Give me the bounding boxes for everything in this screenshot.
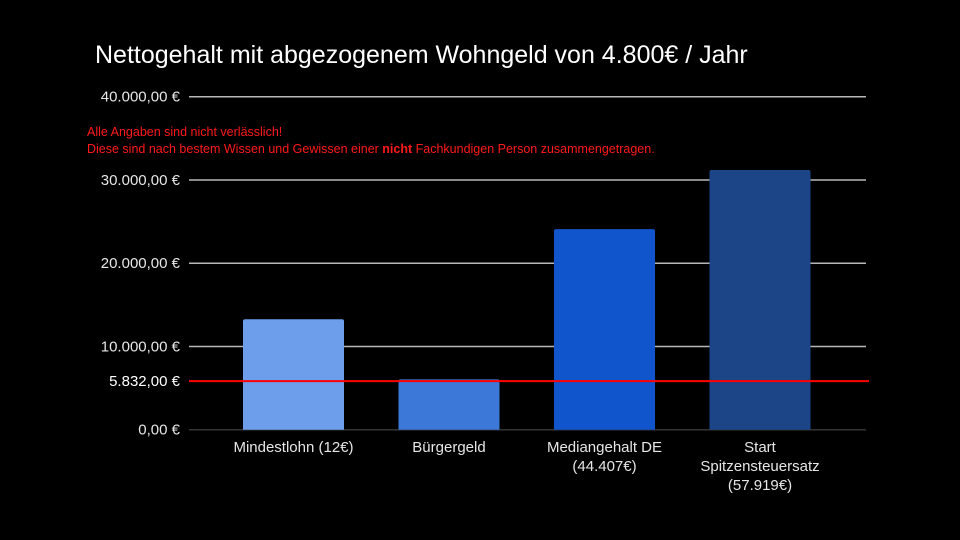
chart-title: Nettogehalt mit abgezogenem Wohngeld von…: [95, 41, 748, 69]
y-tick-label: 0,00 €: [138, 422, 180, 439]
reference-line-group: 5.832,00 €: [109, 373, 869, 390]
bars: [243, 169, 811, 430]
x-tick-label: Bürgergeld: [412, 439, 485, 456]
disclaimer-line-2-end: Fachkundigen Person zusammengetragen.: [412, 142, 655, 156]
bar: [243, 319, 344, 430]
disclaimer-emphasis: nicht: [382, 142, 413, 156]
disclaimer-line-2: Diese sind nach bestem Wissen und Gewiss…: [87, 141, 655, 158]
disclaimer-line-2-start: Diese sind nach bestem Wissen und Gewiss…: [87, 142, 383, 156]
x-tick-label: Start: [744, 439, 777, 456]
reference-line-label: 5.832,00 €: [109, 373, 181, 390]
bar: [709, 169, 811, 430]
disclaimer-line-1: Alle Angaben sind nicht verlässlich!: [87, 125, 283, 139]
x-axis-labels: Mindestlohn (12€) Bürgergeld Mediangehalt …: [233, 439, 819, 494]
x-tick-label: Spitzensteuersatz: [700, 458, 819, 475]
y-tick-label: 20.000,00 €: [101, 255, 181, 272]
y-tick-label: 40.000,00 €: [101, 89, 181, 106]
y-tick-label: 30.000,00 €: [101, 172, 181, 189]
y-tick-label: 10.000,00 €: [101, 338, 181, 355]
bar: [554, 229, 655, 430]
x-tick-label: (44.407€): [572, 458, 636, 475]
bar: [398, 379, 500, 430]
x-tick-label: (57.919€): [728, 477, 792, 494]
x-tick-label: Mindestlohn (12€): [233, 439, 353, 456]
y-axis-ticks: 0,00 € 10.000,00 € 20.000,00 € 30.000,00 € 4…: [101, 89, 181, 439]
disclaimer-note: Alle Angaben sind nicht verlässlich! Die…: [87, 124, 655, 158]
x-tick-label: Mediangehalt DE: [547, 439, 662, 456]
